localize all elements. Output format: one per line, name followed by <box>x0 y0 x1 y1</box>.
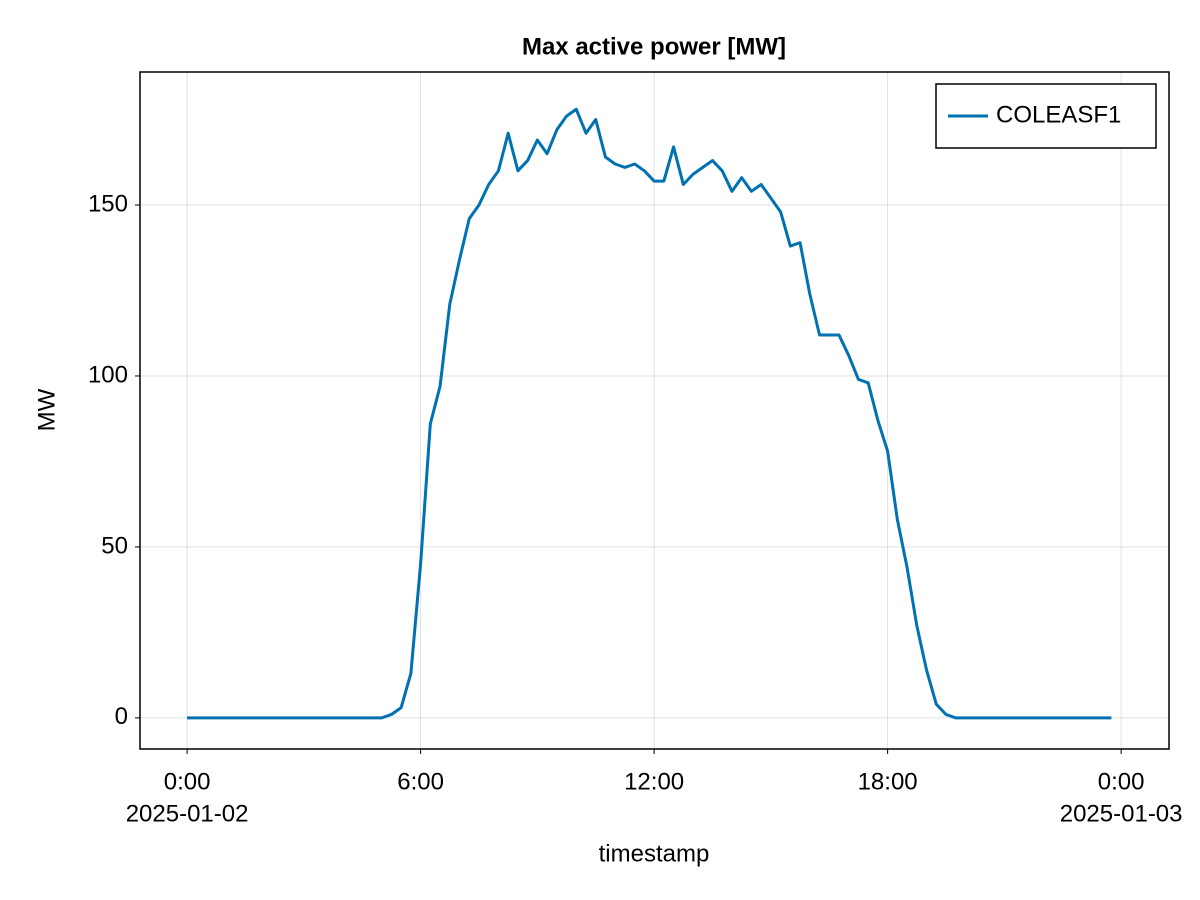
chart-title: Max active power [MW] <box>522 33 786 60</box>
x-tick-label: 6:00 <box>397 768 444 795</box>
y-tick-label: 50 <box>101 532 128 559</box>
x-tick-label: 2025-01-02 <box>126 800 249 827</box>
y-tick-label: 100 <box>88 361 128 388</box>
x-tick-label: 2025-01-03 <box>1060 800 1183 827</box>
x-tick-label: 0:00 <box>164 768 211 795</box>
x-tick-label: 12:00 <box>624 768 684 795</box>
x-axis-label: timestamp <box>599 840 710 867</box>
x-tick-label: 18:00 <box>858 768 918 795</box>
y-tick-label: 150 <box>88 190 128 217</box>
y-axis-label: MW <box>33 388 60 431</box>
data-line <box>187 107 1112 720</box>
legend-label: COLEASF1 <box>996 101 1121 128</box>
x-tick-label: 0:00 <box>1098 768 1145 795</box>
y-tick-label: 0 <box>115 703 128 730</box>
plot-frame <box>139 71 1170 750</box>
